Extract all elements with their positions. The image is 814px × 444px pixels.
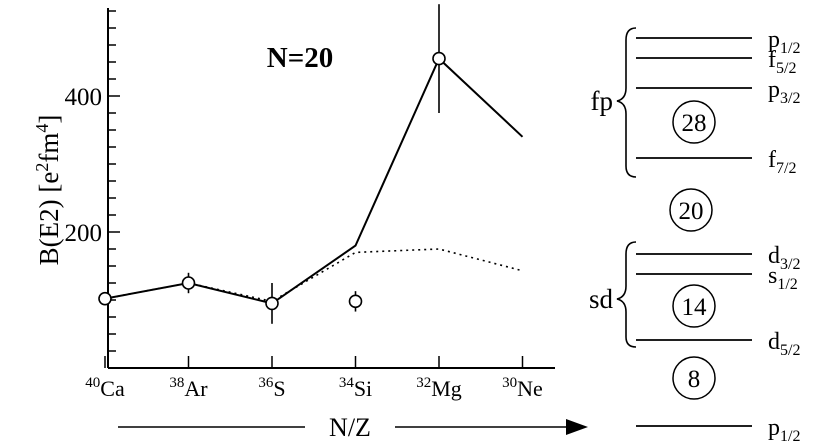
point-marker (181, 276, 196, 290)
magic-number-circle (669, 188, 713, 232)
axes (107, 8, 555, 369)
shell-levels: p1/2f5/2p3/2f7/2d3/2s1/2d5/2p1/2 (636, 27, 800, 444)
magic-numbers: 28 20 14 8 (669, 100, 716, 400)
shell-level-label: s1/2 (768, 263, 798, 293)
x-tick-label: 40Ca (85, 375, 125, 401)
x-tick-label: 34Si (339, 375, 372, 401)
magic-number: 14 (672, 284, 716, 328)
shell-level-label: d5/2 (768, 329, 800, 359)
y-tick-label: 200 (65, 220, 103, 247)
magic-number-circle (672, 100, 716, 144)
magic-number-circle (672, 284, 716, 328)
point-marker (432, 51, 446, 66)
y-ticks: 200 400 (65, 10, 120, 352)
point-marker (98, 291, 112, 306)
x-tick-label: 30Ne (502, 375, 543, 401)
data-points (98, 4, 446, 324)
point-marker (265, 296, 279, 311)
magic-number: 20 (669, 188, 713, 232)
shell-level-label: p3/2 (768, 77, 800, 107)
theory-line-solid (104, 56, 524, 305)
series-group (104, 56, 524, 305)
y-axis-label: B(E2) [e2fm4] (32, 115, 64, 266)
magic-number-label: 20 (679, 198, 704, 225)
shell-level-label: f7/2 (768, 147, 796, 177)
x-tick-label: 36S (258, 375, 285, 401)
x-tick-label: 38Ar (169, 375, 208, 401)
nz-arrow-head (566, 419, 588, 435)
group-label-fp: fp (591, 86, 614, 116)
magic-number: 28 (672, 100, 716, 144)
data-point (181, 272, 196, 294)
point-marker (348, 294, 363, 309)
x-category-labels: 40Ca 38Ar 36S 34Si 32Mg 30Ne (85, 375, 543, 401)
y-tick-label: 400 (65, 84, 103, 111)
group-label-sd: sd (589, 284, 614, 314)
shell-level-label: d3/2 (768, 243, 800, 273)
fp-brace (616, 27, 637, 178)
magic-number: 8 (672, 356, 716, 400)
x-ticks (104, 356, 524, 368)
data-point (98, 291, 112, 306)
magic-number-label: 8 (688, 366, 701, 393)
magic-number-circle (672, 356, 716, 400)
shell-level-label: p1/2 (768, 27, 800, 57)
chart-title: N=20 (267, 42, 333, 74)
x-axis-label: N/Z (329, 413, 371, 442)
x-tick-label: 32Mg (416, 375, 462, 401)
data-point (348, 291, 363, 312)
data-point (265, 283, 279, 324)
sd-brace (616, 241, 637, 348)
magic-number-label: 14 (682, 294, 708, 321)
shell-level-label: p1/2 (768, 415, 800, 444)
magic-number-label: 28 (682, 110, 707, 137)
shell-level-label: f5/2 (768, 47, 796, 77)
data-point (432, 4, 446, 113)
